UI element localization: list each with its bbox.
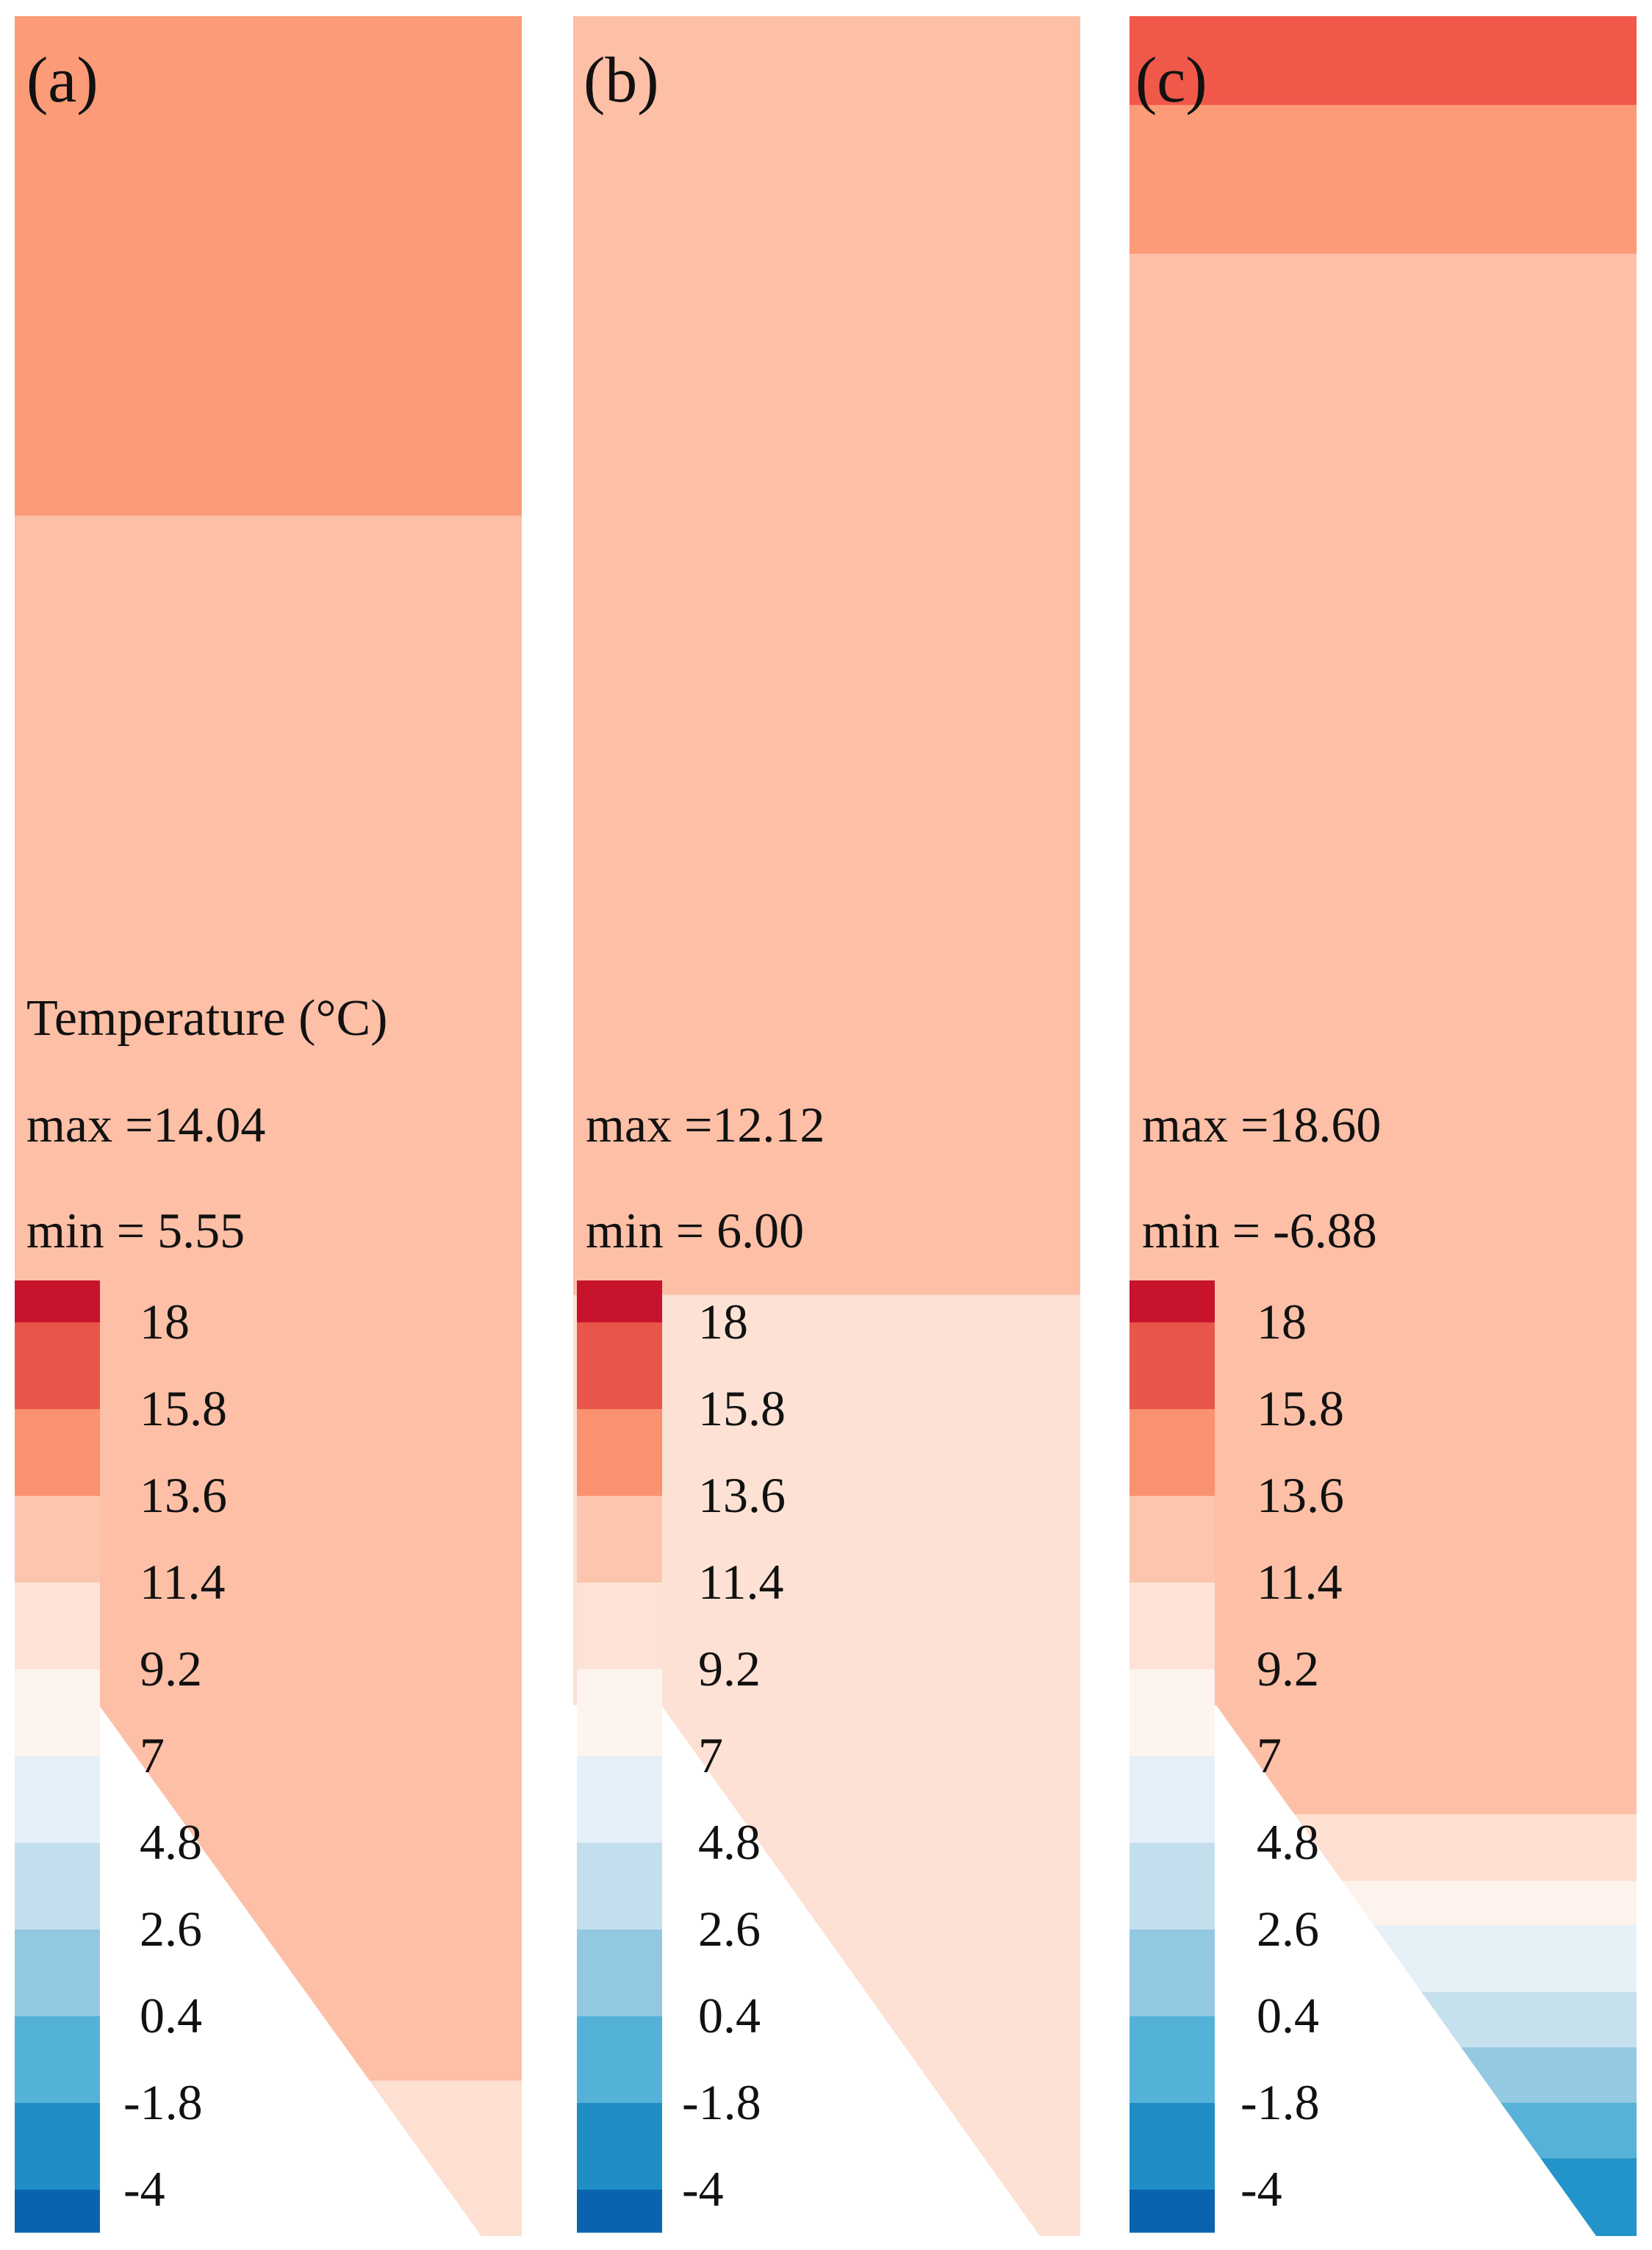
legend-tick-label: 2.6 — [698, 1901, 761, 1957]
legend-swatch-9 — [15, 2016, 100, 2104]
legend-tick-label: 15.8 — [1257, 1380, 1344, 1436]
legend-tick-label: 7 — [140, 1727, 165, 1783]
legend-tick-label: -4 — [1240, 2161, 1282, 2217]
legend-swatch-7 — [577, 1843, 662, 1930]
legend-swatch-5 — [577, 1669, 662, 1757]
legend-tick-label: 0.4 — [698, 1988, 761, 2043]
panel-b-band-0 — [573, 16, 1080, 1296]
legend-tick-label: 7 — [698, 1727, 723, 1783]
legend-swatch-11 — [15, 2190, 100, 2233]
legend-swatch-10 — [577, 2103, 662, 2190]
legend-tick-label: 13.6 — [1257, 1467, 1344, 1523]
legend-swatch-4 — [1130, 1583, 1215, 1670]
legend-swatch-4 — [577, 1583, 662, 1670]
legend-swatch-0 — [1130, 1280, 1215, 1323]
legend-tick-label: 2.6 — [1257, 1901, 1319, 1957]
legend-swatch-3 — [15, 1496, 100, 1583]
legend-tick-label: 15.8 — [698, 1380, 786, 1436]
legend-swatch-1 — [15, 1322, 100, 1410]
legend-swatch-9 — [577, 2016, 662, 2104]
panel-a: (a) Temperature (°C) max =14.04 min = 5.… — [15, 16, 522, 2236]
panel-c-color-legend: 18 15.8 13.6 11.4 9.2 7 4.8 2.6 0.4 -1.8 -4 — [1130, 1280, 1344, 2233]
legend-swatch-6 — [1130, 1756, 1215, 1844]
legend-tick-label: 13.6 — [698, 1467, 786, 1523]
legend-swatch-8 — [577, 1930, 662, 2017]
panel-b-min: min = 6.00 — [586, 1203, 804, 1258]
panel-a-max: max =14.04 — [26, 1097, 265, 1153]
legend-swatch-0 — [15, 1280, 100, 1323]
panel-c-min: min = -6.88 — [1142, 1203, 1377, 1258]
legend-swatch-7 — [1130, 1843, 1215, 1930]
legend-swatch-8 — [15, 1930, 100, 2017]
legend-swatch-1 — [577, 1322, 662, 1410]
legend-tick-label: 11.4 — [698, 1554, 783, 1610]
legend-swatch-4 — [15, 1583, 100, 1670]
legend-tick-label: 9.2 — [1257, 1641, 1319, 1697]
legend-tick-label: 4.8 — [1257, 1814, 1319, 1870]
legend-tick-label: 11.4 — [140, 1554, 225, 1610]
panel-c-band-0 — [1130, 16, 1637, 106]
legend-swatch-10 — [1130, 2103, 1215, 2190]
legend-tick-label: -4 — [682, 2161, 724, 2217]
panel-a-min: min = 5.55 — [26, 1203, 245, 1258]
panel-b-max: max =12.12 — [586, 1097, 825, 1153]
panel-c-band-1 — [1130, 104, 1637, 255]
legend-tick-label: 2.6 — [140, 1901, 202, 1957]
legend-tick-label: 4.8 — [698, 1814, 761, 1870]
legend-swatch-6 — [15, 1756, 100, 1844]
legend-tick-label: -1.8 — [123, 2074, 203, 2130]
legend-tick-label: 11.4 — [1257, 1554, 1342, 1610]
legend-swatch-7 — [15, 1843, 100, 1930]
legend-swatch-2 — [15, 1409, 100, 1497]
legend-swatch-6 — [577, 1756, 662, 1844]
legend-swatch-2 — [577, 1409, 662, 1497]
legend-swatch-10 — [15, 2103, 100, 2190]
legend-tick-label: -1.8 — [1240, 2074, 1320, 2130]
legend-tick-label: 0.4 — [140, 1988, 202, 2043]
legend-swatch-3 — [577, 1496, 662, 1583]
legend-swatch-11 — [1130, 2190, 1215, 2233]
legend-tick-label: 0.4 — [1257, 1988, 1319, 2043]
panel-a-color-legend: 18 15.8 13.6 11.4 9.2 7 4.8 2.6 0.4 -1.8 -4 — [15, 1280, 227, 2233]
legend-tick-label: 9.2 — [140, 1641, 202, 1697]
legend-tick-label: -4 — [123, 2161, 165, 2217]
panel-a-label: (a) — [26, 45, 98, 116]
legend-tick-label: 18 — [140, 1294, 190, 1350]
legend-title: Temperature (°C) — [26, 990, 387, 1047]
legend-swatch-9 — [1130, 2016, 1215, 2104]
panel-c-label: (c) — [1135, 45, 1207, 116]
legend-swatch-5 — [1130, 1669, 1215, 1757]
panel-c: (c) max =18.60 min = -6.88 18 15.8 13.6 11.… — [1130, 16, 1637, 2236]
legend-tick-label: 13.6 — [140, 1467, 227, 1523]
panel-b: (b) max =12.12 min = 6.00 18 15.8 13.6 11.4… — [573, 16, 1080, 2236]
legend-swatch-11 — [577, 2190, 662, 2233]
legend-tick-label: 18 — [698, 1294, 748, 1350]
legend-swatch-0 — [577, 1280, 662, 1323]
legend-swatch-3 — [1130, 1496, 1215, 1583]
legend-tick-label: 9.2 — [698, 1641, 761, 1697]
legend-swatch-2 — [1130, 1409, 1215, 1497]
panel-b-label: (b) — [583, 45, 659, 116]
legend-tick-label: 4.8 — [140, 1814, 202, 1870]
legend-tick-label: 15.8 — [140, 1380, 227, 1436]
legend-tick-label: 7 — [1257, 1727, 1282, 1783]
legend-swatch-5 — [15, 1669, 100, 1757]
legend-tick-label: -1.8 — [682, 2074, 761, 2130]
legend-swatch-8 — [1130, 1930, 1215, 2017]
panel-b-color-legend: 18 15.8 13.6 11.4 9.2 7 4.8 2.6 0.4 -1.8 -4 — [577, 1280, 786, 2233]
panel-a-band-0 — [15, 16, 522, 517]
panel-c-max: max =18.60 — [1142, 1097, 1381, 1153]
legend-tick-label: 18 — [1257, 1294, 1307, 1350]
legend-swatch-1 — [1130, 1322, 1215, 1410]
